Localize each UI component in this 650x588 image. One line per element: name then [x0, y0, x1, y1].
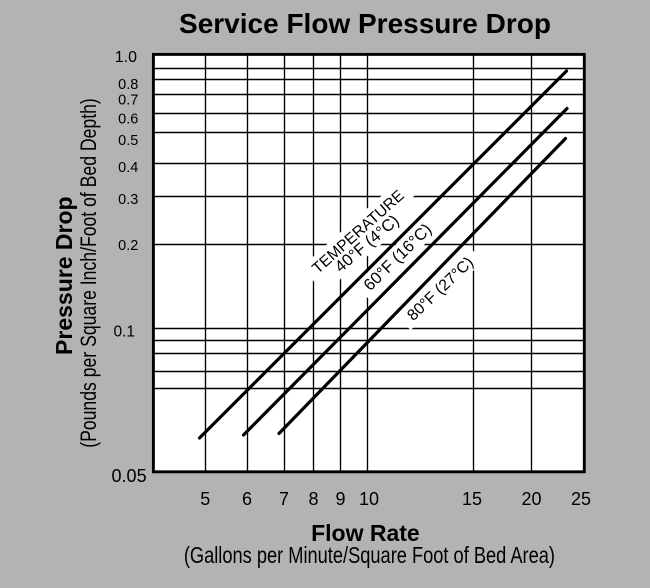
svg-text:6: 6 — [242, 489, 252, 509]
svg-text:Service Flow Pressure Drop: Service Flow Pressure Drop — [179, 8, 551, 39]
svg-text:7: 7 — [279, 489, 289, 509]
svg-text:25: 25 — [571, 489, 591, 509]
svg-text:0.05: 0.05 — [112, 466, 147, 486]
svg-text:0.8: 0.8 — [118, 77, 138, 93]
svg-text:8: 8 — [308, 489, 318, 509]
svg-text:0.7: 0.7 — [118, 93, 138, 109]
svg-text:5: 5 — [200, 489, 210, 509]
svg-text:15: 15 — [462, 489, 482, 509]
svg-text:0.1: 0.1 — [113, 324, 135, 341]
svg-text:0.2: 0.2 — [118, 238, 138, 254]
svg-text:(Gallons per Minute/Square Foo: (Gallons per Minute/Square Foot of Bed A… — [184, 543, 555, 569]
svg-text:Pressure Drop: Pressure Drop — [51, 196, 77, 355]
svg-text:0.3: 0.3 — [118, 192, 138, 208]
svg-text:0.5: 0.5 — [118, 133, 138, 149]
svg-text:Flow Rate: Flow Rate — [311, 520, 420, 546]
svg-text:(Pounds per Square Inch/Foot o: (Pounds per Square Inch/Foot of Bed Dept… — [77, 98, 101, 448]
svg-text:10: 10 — [359, 489, 379, 509]
svg-text:0.6: 0.6 — [118, 112, 138, 128]
svg-text:20: 20 — [521, 489, 541, 509]
svg-text:9: 9 — [335, 489, 345, 509]
svg-text:0.4: 0.4 — [118, 160, 138, 176]
svg-text:1.0: 1.0 — [115, 49, 137, 66]
